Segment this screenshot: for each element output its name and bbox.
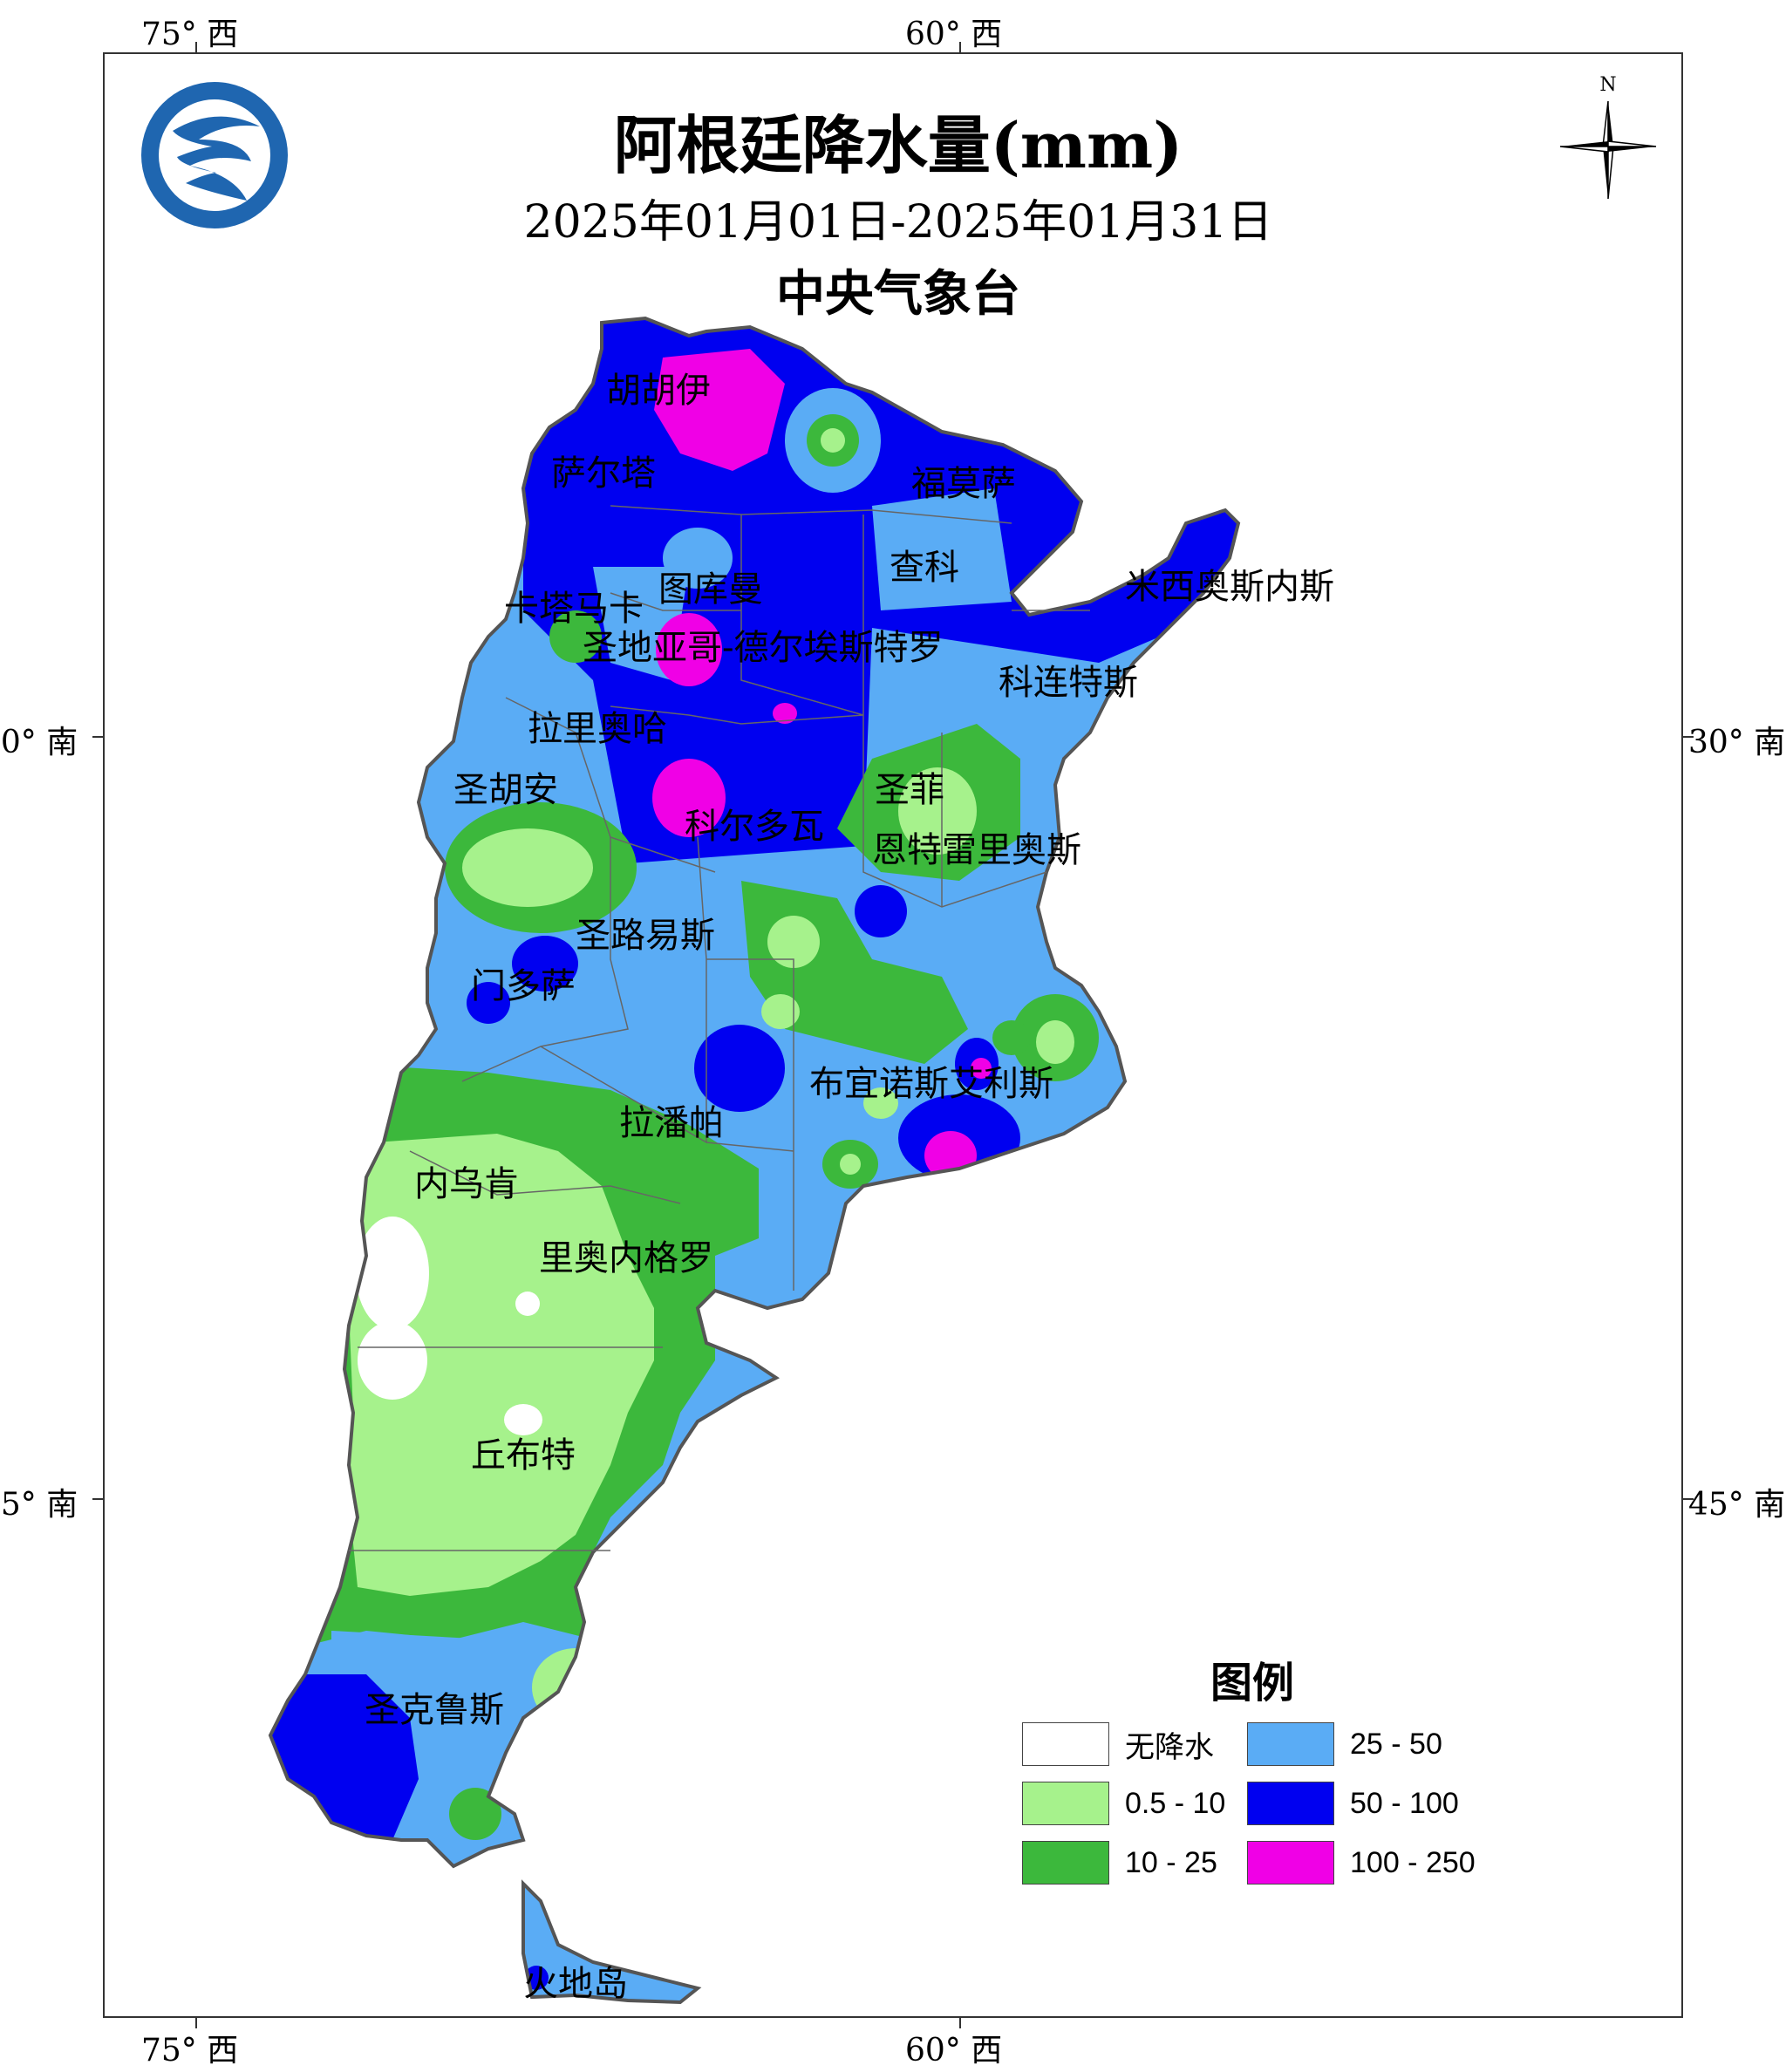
cma-logo-icon	[141, 82, 288, 228]
agency-name: 中央气象台	[776, 266, 1020, 323]
legend-item-10-25: 10 - 25	[1022, 1841, 1217, 1885]
legend-label: 25 - 50	[1350, 1727, 1442, 1761]
lon-label-top-right: 60° 西	[905, 17, 1003, 52]
legend-item-25-50: 25 - 50	[1247, 1722, 1442, 1766]
province-label-chubut: 丘布特	[471, 1435, 576, 1476]
province-label-san-luis: 圣路易斯	[576, 916, 715, 956]
lat-label-right-45: 45° 南	[1688, 1487, 1786, 1523]
legend-item-no-precip: 无降水	[1022, 1722, 1214, 1766]
map-title: 阿根廷降水量(mm)	[613, 108, 1183, 182]
province-label-la-rioja: 拉里奥哈	[528, 709, 667, 749]
province-label-san-juan: 圣胡安	[453, 770, 558, 810]
province-label-tucuman: 图库曼	[658, 569, 763, 610]
legend-swatch	[1022, 1722, 1109, 1766]
map-frame	[103, 52, 1683, 2018]
legend-swatch	[1022, 1841, 1109, 1885]
lat-label-right-30: 30° 南	[1688, 725, 1786, 760]
lon-label-bottom-left: 75° 西	[141, 2033, 239, 2069]
lat-label-left-30: 30° 南	[0, 725, 78, 760]
province-borders	[349, 505, 1090, 1551]
province-label-mendoza: 门多萨	[471, 966, 576, 1006]
legend-swatch	[1247, 1782, 1334, 1825]
legend-label: 100 - 250	[1350, 1845, 1476, 1879]
legend-swatch	[1247, 1722, 1334, 1766]
province-label-jujuy: 胡胡伊	[606, 371, 711, 411]
lon-label-bottom-right: 60° 西	[905, 2033, 1003, 2069]
legend-swatch	[1247, 1841, 1334, 1885]
province-label-santa-cruz: 圣克鲁斯	[365, 1690, 504, 1730]
legend-title: 图例	[1210, 1659, 1295, 1707]
legend-label: 无降水	[1125, 1729, 1214, 1765]
legend-label: 0.5 - 10	[1125, 1786, 1226, 1820]
province-label-corrientes: 科连特斯	[999, 663, 1138, 703]
legend-item-0.5-10: 0.5 - 10	[1022, 1782, 1225, 1825]
province-label-rio-negro: 里奥内格罗	[539, 1238, 713, 1278]
north-arrow-icon: N	[1559, 74, 1657, 200]
province-label-santa-fe: 圣菲	[875, 770, 944, 810]
province-label-tierra-del-fuego: 火地岛	[523, 1964, 628, 2004]
province-label-salta: 萨尔塔	[551, 453, 656, 494]
legend-label: 10 - 25	[1125, 1845, 1217, 1879]
legend-label: 50 - 100	[1350, 1786, 1459, 1820]
province-label-santiago-del-estero: 圣地亚哥-德尔埃斯特罗	[583, 628, 944, 668]
province-label-buenos-aires: 布宜诺斯艾利斯	[809, 1064, 1053, 1104]
province-label-chaco: 查科	[890, 548, 959, 588]
date-range: 2025年01月01日-2025年01月31日	[523, 196, 1273, 249]
north-label: N	[1599, 74, 1616, 96]
province-label-misiones: 米西奥斯内斯	[1125, 567, 1334, 607]
province-label-catamarca: 卡塔马卡	[504, 589, 644, 629]
country-border	[268, 316, 1241, 2005]
province-label-formosa: 福莫萨	[911, 464, 1016, 504]
province-label-cordoba: 科尔多瓦	[685, 807, 824, 847]
legend-item-50-100: 50 - 100	[1247, 1782, 1459, 1825]
lon-label-top-left: 75° 西	[141, 17, 239, 52]
province-label-entre-rios: 恩特雷里奥斯	[872, 830, 1081, 870]
lat-label-left-45: 45° 南	[0, 1487, 78, 1523]
province-label-neuquen: 内乌肯	[414, 1164, 519, 1204]
province-label-la-pampa: 拉潘帕	[619, 1103, 724, 1143]
legend-item-100-250: 100 - 250	[1247, 1841, 1476, 1885]
legend-swatch	[1022, 1782, 1109, 1825]
